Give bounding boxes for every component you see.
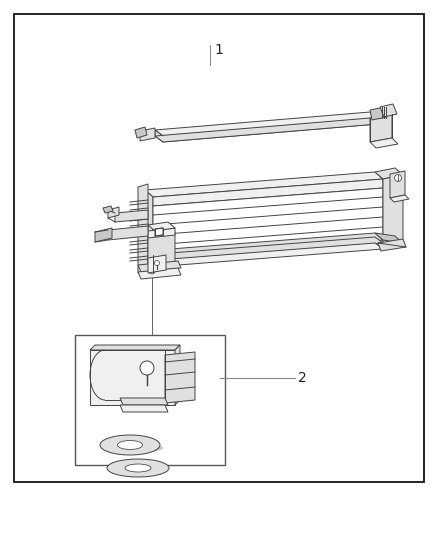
Polygon shape — [155, 228, 163, 236]
Polygon shape — [370, 107, 387, 120]
Polygon shape — [138, 184, 148, 273]
Polygon shape — [375, 168, 403, 179]
Polygon shape — [145, 243, 383, 267]
Polygon shape — [138, 268, 181, 279]
Polygon shape — [145, 190, 153, 258]
Polygon shape — [148, 255, 166, 273]
Polygon shape — [135, 127, 147, 138]
Polygon shape — [108, 207, 119, 218]
Text: 2: 2 — [298, 371, 307, 385]
Ellipse shape — [101, 443, 163, 453]
Polygon shape — [148, 232, 175, 271]
Polygon shape — [145, 233, 383, 258]
Circle shape — [395, 174, 402, 182]
Polygon shape — [138, 261, 181, 272]
Polygon shape — [163, 118, 378, 142]
Polygon shape — [390, 195, 409, 202]
Ellipse shape — [107, 459, 169, 477]
Polygon shape — [155, 112, 378, 136]
Polygon shape — [155, 118, 378, 142]
Polygon shape — [375, 233, 403, 243]
Text: 1: 1 — [214, 43, 223, 57]
Polygon shape — [155, 130, 163, 142]
Polygon shape — [103, 206, 113, 213]
Polygon shape — [153, 188, 383, 258]
Polygon shape — [153, 179, 383, 206]
Polygon shape — [90, 345, 180, 350]
Polygon shape — [95, 228, 112, 242]
Polygon shape — [145, 237, 383, 261]
Bar — [75, 335, 225, 465]
Polygon shape — [145, 172, 383, 197]
Polygon shape — [390, 171, 405, 198]
Polygon shape — [383, 175, 403, 243]
Ellipse shape — [117, 440, 142, 449]
Polygon shape — [120, 405, 168, 412]
Polygon shape — [115, 210, 148, 222]
Polygon shape — [380, 104, 397, 117]
Polygon shape — [148, 222, 175, 231]
Polygon shape — [165, 352, 195, 403]
Polygon shape — [175, 345, 180, 405]
Polygon shape — [140, 128, 155, 141]
Circle shape — [155, 261, 159, 265]
Polygon shape — [148, 228, 175, 238]
Polygon shape — [370, 138, 398, 148]
Polygon shape — [120, 398, 168, 405]
Polygon shape — [378, 239, 406, 251]
Circle shape — [149, 268, 155, 274]
Ellipse shape — [125, 464, 151, 472]
Polygon shape — [370, 114, 392, 142]
Polygon shape — [90, 350, 175, 405]
Bar — [14, 14, 424, 482]
Polygon shape — [108, 226, 148, 240]
Ellipse shape — [100, 435, 160, 455]
Circle shape — [140, 361, 154, 375]
